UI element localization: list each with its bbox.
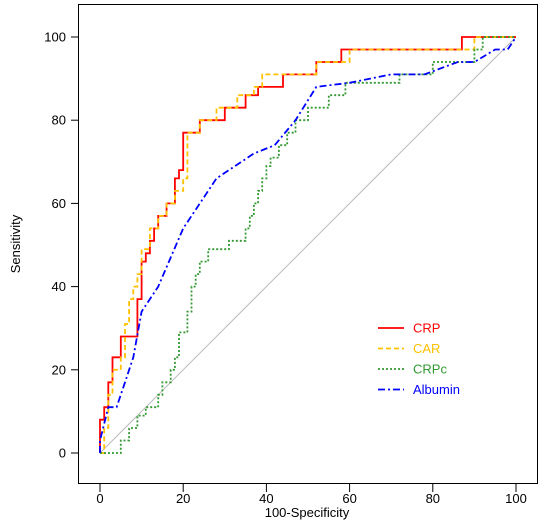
legend-label-albumin: Albumin [413, 382, 460, 397]
x-tick-label: 0 [96, 491, 103, 506]
series-lines [99, 36, 517, 454]
series-line-crp [99, 36, 516, 453]
y-tick-label: 0 [59, 446, 66, 461]
x-tick-label: 100 [505, 491, 527, 506]
legend-label-crp: CRP [413, 321, 440, 336]
y-tick-label: 40 [52, 279, 66, 294]
y-tick-label: 100 [44, 30, 66, 45]
x-tick-label: 20 [176, 491, 190, 506]
y-tick-label: 60 [52, 196, 66, 211]
y-tick-label: 20 [52, 362, 66, 377]
series-line-albumin [99, 36, 517, 453]
y-axis-title: Sensitivity [8, 214, 23, 273]
series-line-car [100, 36, 516, 454]
y-tick-label: 80 [52, 113, 66, 128]
legend: CRP CAR CRPc Albumin [378, 321, 460, 397]
series-line-crpc [100, 36, 516, 454]
axis-ticks: 0 20 40 60 80 100 0 20 40 60 80 100 [44, 30, 527, 507]
plot-frame [78, 4, 538, 484]
x-tick-label: 80 [426, 491, 440, 506]
legend-label-car: CAR [413, 341, 440, 356]
x-axis-title: 100-Specificity [265, 505, 350, 520]
reference-diagonal [99, 36, 517, 454]
x-tick-label: 40 [259, 491, 273, 506]
x-tick-label: 60 [342, 491, 356, 506]
legend-label-crpc: CRPc [413, 362, 447, 377]
reference-line [99, 36, 517, 454]
